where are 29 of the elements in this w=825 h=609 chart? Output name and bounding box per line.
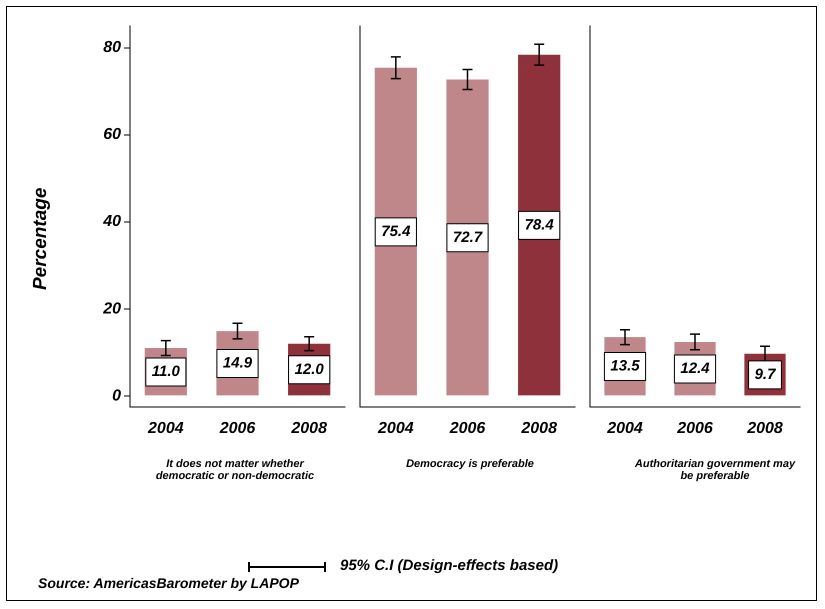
data-label: 78.4 [524, 216, 554, 234]
x-tick-label: 2004 [606, 420, 643, 437]
data-label: 72.7 [452, 228, 483, 246]
y-tick-label: 40 [102, 213, 122, 230]
x-tick-label: 2006 [448, 420, 486, 437]
data-label: 12.4 [680, 360, 710, 378]
y-tick-label: 0 [112, 387, 122, 404]
data-label: 14.9 [222, 354, 253, 372]
x-tick-label: 2008 [746, 420, 783, 437]
x-axis-title: Authoritarian government may be preferable [634, 458, 796, 482]
y-tick-label: 20 [102, 300, 122, 318]
x-tick-label: 2008 [290, 420, 328, 437]
x-tick-label: 2006 [676, 420, 713, 437]
x-tick-label: 2004 [377, 420, 414, 437]
data-label: 13.5 [610, 358, 640, 375]
x-tick-label: 2006 [218, 420, 256, 437]
x-tick-label: 2008 [520, 420, 558, 437]
y-tick-label: 80 [103, 39, 122, 56]
data-label: 75.4 [381, 222, 412, 240]
source-note: Source: AmericasBarometer by LAPOP [38, 575, 299, 591]
text: 95% C.I (Design-effects based) [340, 557, 558, 574]
y-tick-label: 60 [103, 126, 122, 144]
x-tick-label: 2004 [147, 420, 184, 437]
data-label: 9.7 [754, 366, 776, 383]
x-axis-title: It does not matter whether democratic or non-democratic [154, 458, 316, 482]
data-label: 11.0 [152, 363, 181, 380]
y-axis-title: Percentage [30, 188, 52, 290]
x-axis-title: Democracy is preferable [405, 458, 535, 470]
data-label: 12.0 [294, 360, 324, 378]
